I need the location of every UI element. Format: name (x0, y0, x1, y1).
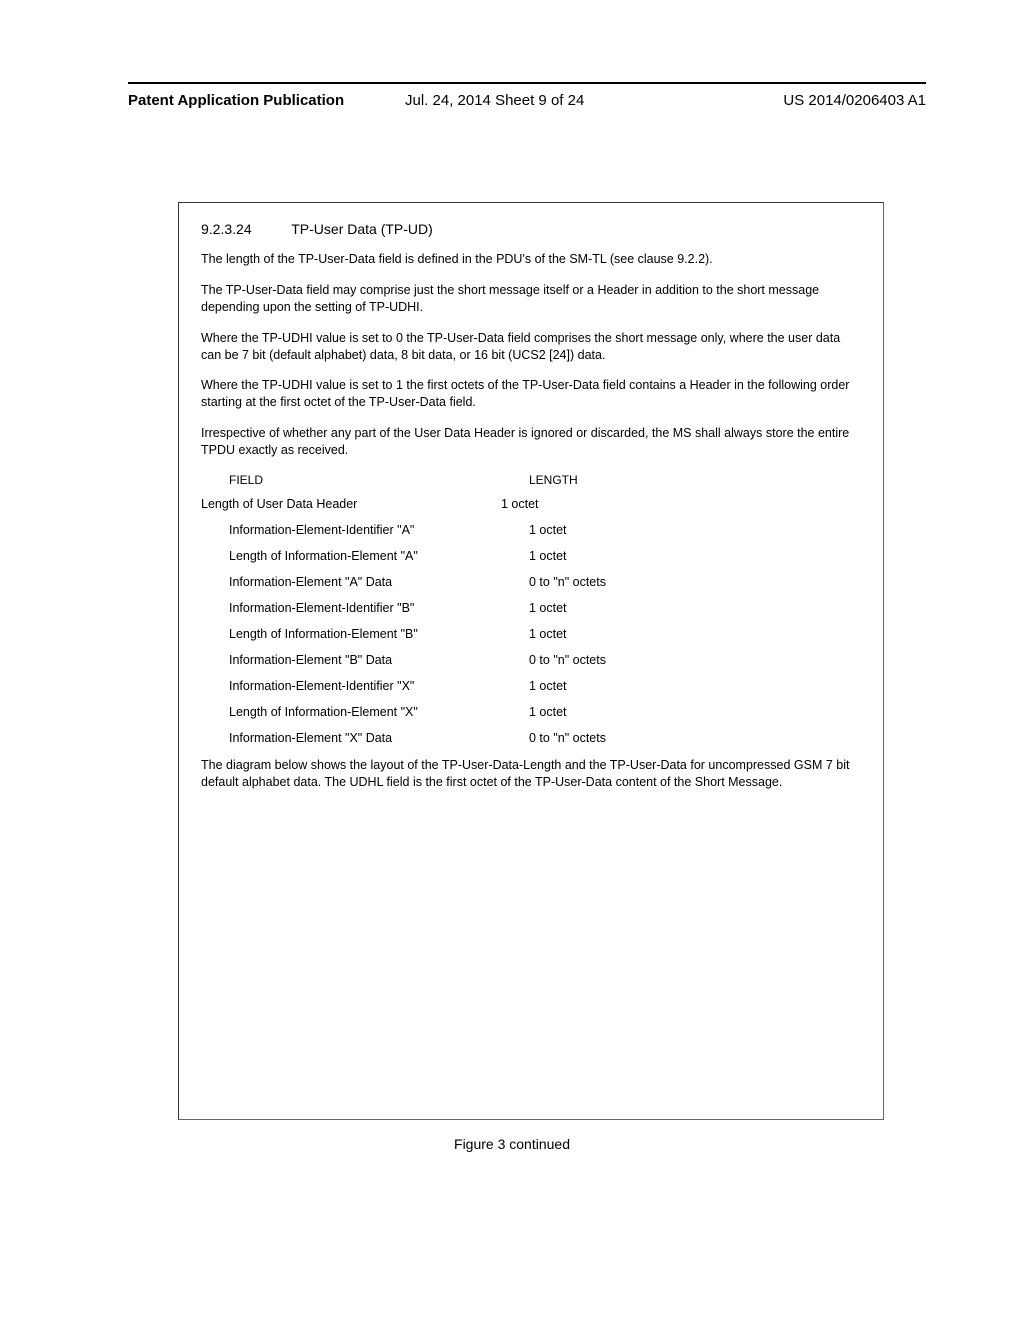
paragraph: The TP-User-Data field may comprise just… (201, 282, 861, 316)
table-body: Length of User Data Header1 octetInforma… (201, 497, 861, 745)
table-cell-field: Length of Information-Element "A" (201, 549, 529, 563)
table-row: Information-Element "A" Data0 to "n" oct… (201, 575, 861, 589)
table-cell-length: 0 to "n" octets (529, 653, 729, 667)
header-left: Patent Application Publication (128, 92, 344, 109)
paragraph: The diagram below shows the layout of th… (201, 757, 861, 791)
table-cell-field: Information-Element "B" Data (201, 653, 529, 667)
table-row: Information-Element-Identifier "X"1 octe… (201, 679, 861, 693)
table-row: Length of Information-Element "A"1 octet (201, 549, 861, 563)
table-header-length: LENGTH (529, 473, 729, 487)
field-length-table: FIELD LENGTH Length of User Data Header1… (201, 473, 861, 745)
header-middle: Jul. 24, 2014 Sheet 9 of 24 (405, 92, 584, 109)
paragraph: Irrespective of whether any part of the … (201, 425, 861, 459)
table-cell-field: Length of Information-Element "X" (201, 705, 529, 719)
table-cell-field: Information-Element "X" Data (201, 731, 529, 745)
header-rule (128, 82, 926, 84)
table-row: Length of Information-Element "B"1 octet (201, 627, 861, 641)
table-cell-length: 1 octet (501, 497, 701, 511)
table-cell-length: 1 octet (529, 601, 729, 615)
table-row: Length of User Data Header1 octet (201, 497, 861, 511)
table-header-row: FIELD LENGTH (201, 473, 861, 487)
paragraph: The length of the TP-User-Data field is … (201, 251, 861, 268)
table-row: Information-Element "X" Data0 to "n" oct… (201, 731, 861, 745)
table-cell-field: Information-Element-Identifier "A" (201, 523, 529, 537)
table-cell-field: Length of User Data Header (201, 497, 501, 511)
section-title: TP-User Data (TP-UD) (291, 221, 433, 237)
header-right: US 2014/0206403 A1 (783, 92, 926, 109)
paragraph: Where the TP-UDHI value is set to 1 the … (201, 377, 861, 411)
page: Patent Application Publication Jul. 24, … (0, 0, 1024, 1320)
table-row: Length of Information-Element "X"1 octet (201, 705, 861, 719)
content-frame: 9.2.3.24 TP-User Data (TP-UD) The length… (178, 202, 884, 1120)
table-cell-length: 1 octet (529, 705, 729, 719)
table-cell-length: 1 octet (529, 549, 729, 563)
table-cell-length: 0 to "n" octets (529, 575, 729, 589)
table-cell-length: 0 to "n" octets (529, 731, 729, 745)
table-header-field: FIELD (201, 473, 529, 487)
table-cell-field: Information-Element-Identifier "B" (201, 601, 529, 615)
paragraph: Where the TP-UDHI value is set to 0 the … (201, 330, 861, 364)
table-row: Information-Element "B" Data0 to "n" oct… (201, 653, 861, 667)
table-cell-length: 1 octet (529, 523, 729, 537)
figure-caption: Figure 3 continued (0, 1136, 1024, 1152)
table-cell-field: Length of Information-Element "B" (201, 627, 529, 641)
table-cell-length: 1 octet (529, 679, 729, 693)
table-row: Information-Element-Identifier "A"1 octe… (201, 523, 861, 537)
table-cell-field: Information-Element "A" Data (201, 575, 529, 589)
table-cell-length: 1 octet (529, 627, 729, 641)
section-heading: 9.2.3.24 TP-User Data (TP-UD) (201, 221, 861, 237)
section-number: 9.2.3.24 (201, 221, 252, 237)
table-row: Information-Element-Identifier "B"1 octe… (201, 601, 861, 615)
table-cell-field: Information-Element-Identifier "X" (201, 679, 529, 693)
